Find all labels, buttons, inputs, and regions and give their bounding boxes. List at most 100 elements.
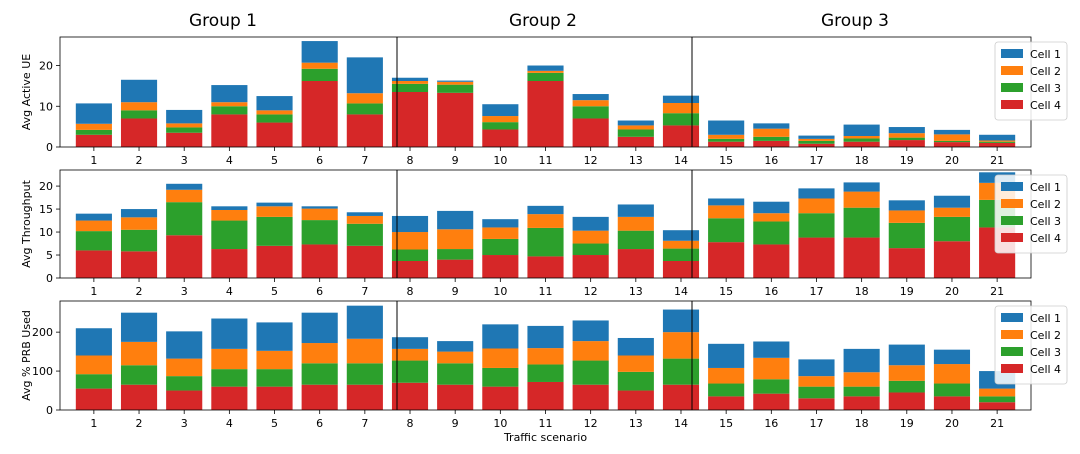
x-tick-label: 11	[539, 285, 553, 298]
bar-cell-3	[301, 68, 338, 81]
bar-cell-1	[888, 200, 925, 211]
legend: Cell 1 Cell 2 Cell 3 Cell 4	[994, 174, 1068, 254]
x-tick-label: 4	[226, 285, 233, 298]
bar-cell-4	[798, 143, 835, 147]
bar-cell-4	[75, 250, 112, 278]
bar-cell-1	[617, 337, 654, 356]
bar-cell-3	[166, 202, 203, 236]
bar-cell-1	[437, 80, 474, 82]
y-tick-label: 0	[46, 272, 53, 285]
bar-cell-1	[120, 312, 158, 342]
bar-cell-1	[482, 324, 519, 349]
bar-cell-1	[843, 348, 880, 373]
x-tick-label: 11	[539, 417, 553, 430]
bar-cell-4	[708, 242, 745, 278]
bar-cell-4	[798, 237, 835, 278]
y-tick-label: 10	[39, 226, 53, 239]
bar-cell-3	[617, 230, 654, 250]
x-tick-label: 2	[136, 285, 143, 298]
bar-cell-3	[391, 83, 429, 92]
legend-swatch	[1001, 330, 1023, 339]
group-title: Group 2	[509, 11, 577, 31]
x-tick-label: 5	[271, 154, 278, 167]
bar-cell-3	[617, 371, 654, 391]
bar-cell-1	[301, 206, 338, 209]
bar-cell-1	[933, 195, 971, 208]
x-tick-label: 14	[674, 417, 688, 430]
bar-cell-1	[256, 96, 293, 111]
x-tick-label: 10	[493, 154, 507, 167]
bar-cell-4	[933, 241, 971, 278]
x-tick-label: 19	[900, 417, 914, 430]
bar-cell-1	[617, 204, 654, 217]
x-tick-label: 1	[90, 154, 97, 167]
bar-cell-4	[843, 237, 880, 278]
bar-cell-3	[391, 249, 429, 261]
bar-cell-3	[256, 216, 293, 246]
bar-cell-3	[572, 360, 609, 385]
legend-label: Cell 1	[1030, 181, 1061, 194]
bar-cell-4	[301, 384, 338, 410]
bar-cell-3	[301, 363, 338, 385]
bar-cell-4	[572, 384, 609, 410]
bar-cell-3	[888, 137, 925, 141]
bar-cell-4	[301, 244, 338, 278]
bar-cell-1	[391, 77, 429, 81]
bar-cell-3	[166, 376, 203, 391]
bar-cell-2	[527, 348, 564, 365]
bar-cell-1	[166, 331, 203, 359]
x-tick-label: 13	[629, 154, 643, 167]
bar-cell-1	[572, 94, 609, 101]
bar-cell-4	[662, 125, 700, 147]
bar-cell-2	[798, 138, 835, 141]
bar-cell-2	[933, 364, 971, 384]
bar-cell-3	[75, 231, 112, 251]
bar-cell-2	[662, 103, 700, 114]
bar-cell-4	[166, 390, 203, 410]
bar-cell-2	[617, 216, 654, 231]
bar-cell-3	[482, 122, 519, 130]
x-tick-label: 18	[855, 417, 869, 430]
bar-cell-4	[888, 248, 925, 278]
bar-cell-2	[75, 220, 112, 232]
x-tick-label: 16	[764, 417, 778, 430]
bar-cell-4	[617, 249, 654, 278]
bar-cell-1	[437, 341, 474, 352]
bar-cell-3	[572, 243, 609, 256]
bar-cell-2	[753, 128, 790, 137]
bar-cell-2	[482, 227, 519, 239]
bar-cell-3	[753, 379, 790, 394]
bar-cell-3	[211, 106, 248, 115]
bar-cell-1	[708, 343, 745, 368]
bar-cell-1	[527, 325, 564, 349]
legend-swatch	[1001, 100, 1023, 109]
bar-cell-2	[708, 205, 745, 219]
bar-cell-4	[120, 118, 158, 147]
x-tick-label: 6	[316, 285, 323, 298]
y-tick-label: 10	[39, 100, 53, 113]
bar-cell-4	[843, 141, 880, 147]
legend-label: Cell 1	[1030, 312, 1061, 325]
x-tick-label: 5	[271, 417, 278, 430]
bar-cell-1	[346, 212, 383, 216]
bar-cell-4	[120, 384, 158, 410]
bar-cell-2	[391, 81, 429, 84]
bar-cell-4	[166, 235, 203, 278]
bar-cell-4	[166, 132, 203, 147]
bar-cell-1	[527, 65, 564, 71]
bar-cell-3	[391, 360, 429, 383]
bar-cell-1	[120, 209, 158, 218]
bar-cell-4	[482, 129, 519, 147]
bar-cell-2	[708, 367, 745, 384]
bar-cell-1	[572, 320, 609, 342]
bar-cell-2	[572, 341, 609, 361]
bar-cell-1	[933, 349, 971, 365]
bar-cell-4	[572, 255, 609, 278]
x-tick-label: 15	[719, 285, 733, 298]
bar-cell-3	[482, 367, 519, 387]
bar-cell-2	[798, 376, 835, 387]
bar-cell-1	[617, 120, 654, 126]
x-axis-label: Traffic scenario	[503, 431, 587, 444]
x-tick-label: 10	[493, 417, 507, 430]
